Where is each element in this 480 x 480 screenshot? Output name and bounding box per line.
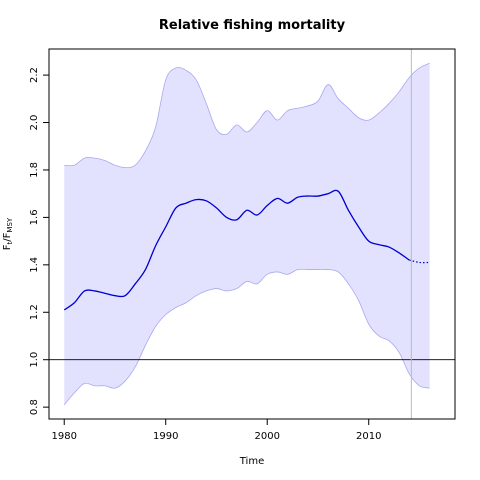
y-tick-label: 2.2	[29, 67, 40, 83]
x-tick-label: 1980	[51, 431, 76, 442]
y-tick-label: 1.6	[29, 209, 40, 225]
projection-line	[409, 259, 430, 264]
y-tick-label: 1.8	[29, 162, 40, 178]
x-axis-label: Time	[239, 456, 264, 467]
y-tick-label: 1.0	[29, 352, 40, 368]
x-tick-label: 2000	[254, 431, 279, 442]
plot-frame	[48, 48, 456, 420]
plot-area	[49, 49, 455, 419]
y-tick-label: 0.8	[29, 399, 40, 415]
confidence-band-lower-edge	[63, 268, 430, 406]
y-axis-label: Ft/FMSY	[2, 217, 14, 250]
x-tick-label: 2010	[356, 431, 381, 442]
estimate-line	[63, 189, 410, 311]
y-tick-label: 2.0	[29, 115, 40, 131]
y-tick-label: 1.4	[29, 257, 40, 273]
x-axis: 1980 1990 2000 2010	[51, 419, 381, 442]
y-tick-label: 1.2	[29, 304, 40, 320]
confidence-band	[64, 63, 430, 405]
chart-title: Relative fishing mortality	[159, 18, 346, 33]
x-tick-label: 1990	[153, 431, 178, 442]
confidence-band-upper-edge	[64, 62, 430, 169]
y-axis: 0.8 1.0 1.2 1.4 1.6 1.8 2.0 2.2	[29, 67, 49, 415]
